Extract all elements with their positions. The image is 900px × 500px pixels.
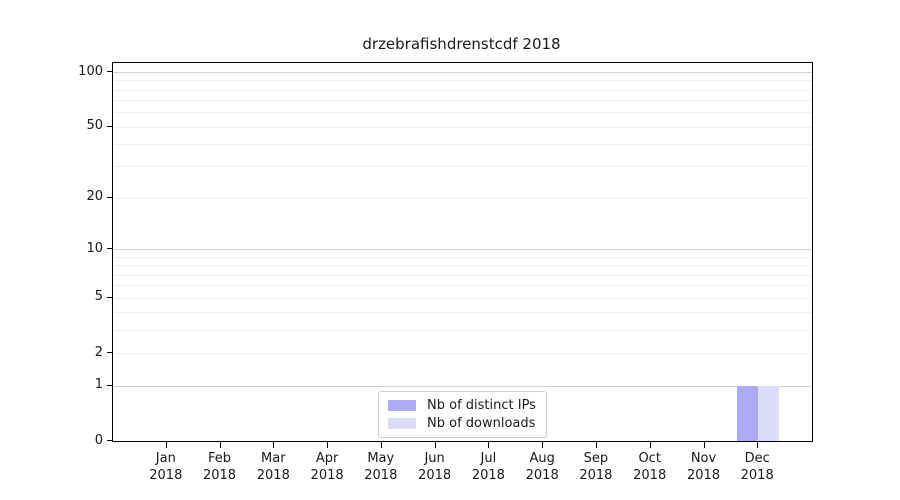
x-tick-mark-3 bbox=[327, 442, 329, 448]
x-tick-month: Mar bbox=[261, 451, 286, 466]
x-tick-label-9: Oct 2018 bbox=[618, 450, 682, 484]
y-tick-mark-10 bbox=[107, 248, 112, 250]
x-tick-month: Jan bbox=[155, 451, 176, 466]
x-tick-mark-5 bbox=[434, 442, 436, 448]
x-tick-mark-8 bbox=[595, 442, 597, 448]
x-tick-month: Feb bbox=[207, 451, 232, 466]
gridline-minor-4 bbox=[113, 312, 812, 314]
x-tick-mark-11 bbox=[757, 442, 759, 448]
gridline-minor-6 bbox=[113, 285, 812, 287]
x-tick-month: Sep bbox=[583, 451, 609, 466]
x-tick-year: 2018 bbox=[418, 468, 452, 483]
x-tick-mark-4 bbox=[380, 442, 382, 448]
x-tick-label-6: Jul 2018 bbox=[456, 450, 520, 484]
gridline-minor-9 bbox=[113, 256, 812, 258]
x-tick-label-5: Jun 2018 bbox=[403, 450, 467, 484]
x-tick-year: 2018 bbox=[579, 468, 613, 483]
x-tick-month: May bbox=[367, 451, 395, 466]
x-tick-year: 2018 bbox=[364, 468, 398, 483]
gridline-minor-40 bbox=[113, 144, 812, 146]
x-tick-month: Oct bbox=[638, 451, 661, 466]
gridline-major-10 bbox=[113, 249, 812, 251]
chart-title: drzebrafishdrenstcdf 2018 bbox=[362, 35, 561, 53]
x-tick-mark-7 bbox=[542, 442, 544, 448]
legend-item-distinct-ips: Nb of distinct IPs bbox=[388, 398, 536, 413]
x-tick-year: 2018 bbox=[149, 468, 183, 483]
x-tick-label-11: Dec 2018 bbox=[725, 450, 789, 484]
x-tick-year: 2018 bbox=[256, 468, 290, 483]
gridline-minor-50 bbox=[113, 126, 812, 128]
legend-label-downloads: Nb of downloads bbox=[427, 416, 536, 431]
gridline-minor-2 bbox=[113, 353, 812, 355]
x-tick-month: Aug bbox=[529, 451, 555, 466]
y-tick-mark-5 bbox=[107, 296, 112, 298]
x-tick-label-7: Aug 2018 bbox=[510, 450, 574, 484]
y-tick-label-2: 2 bbox=[94, 344, 103, 360]
legend-swatch-downloads bbox=[388, 418, 416, 429]
plot-area bbox=[112, 62, 813, 442]
gridline-minor-60 bbox=[113, 112, 812, 114]
bar-dec-2018-series-0 bbox=[737, 385, 759, 441]
x-tick-year: 2018 bbox=[471, 468, 505, 483]
x-tick-month: Apr bbox=[315, 451, 339, 466]
gridline-minor-8 bbox=[113, 265, 812, 267]
y-tick-mark-50 bbox=[107, 125, 112, 127]
y-tick-label-50: 50 bbox=[86, 118, 103, 134]
gridline-minor-5 bbox=[113, 297, 812, 299]
x-tick-mark-0 bbox=[165, 442, 167, 448]
y-tick-label-0: 0 bbox=[94, 432, 103, 448]
x-tick-year: 2018 bbox=[686, 468, 721, 483]
y-tick-mark-0 bbox=[107, 440, 112, 441]
x-tick-label-8: Sep 2018 bbox=[564, 450, 628, 484]
x-tick-mark-1 bbox=[219, 442, 221, 448]
y-tick-label-100: 100 bbox=[78, 63, 103, 79]
x-tick-mark-9 bbox=[649, 442, 651, 448]
gridline-major-1 bbox=[113, 385, 812, 387]
x-tick-month: Dec bbox=[744, 451, 770, 466]
gridline-minor-3 bbox=[113, 330, 812, 332]
x-tick-month: Nov bbox=[690, 451, 717, 466]
x-tick-mark-2 bbox=[273, 442, 275, 448]
x-tick-month: Jun bbox=[424, 451, 445, 466]
y-tick-label-20: 20 bbox=[86, 189, 103, 205]
gridline-minor-7 bbox=[113, 274, 812, 276]
gridline-minor-80 bbox=[113, 89, 812, 91]
legend-swatch-distinct-ips bbox=[388, 400, 416, 411]
x-tick-label-3: Apr 2018 bbox=[295, 450, 359, 484]
gridline-minor-90 bbox=[113, 80, 812, 82]
x-tick-label-10: Nov 2018 bbox=[672, 450, 736, 484]
x-tick-year: 2018 bbox=[740, 468, 774, 483]
x-tick-mark-10 bbox=[703, 442, 705, 448]
y-tick-label-1: 1 bbox=[94, 377, 103, 393]
y-tick-mark-2 bbox=[107, 352, 112, 354]
y-tick-mark-1 bbox=[107, 384, 112, 386]
legend-label-distinct-ips: Nb of distinct IPs bbox=[427, 398, 536, 413]
x-tick-year: 2018 bbox=[633, 468, 667, 483]
x-tick-label-0: Jan 2018 bbox=[134, 450, 198, 484]
x-tick-label-1: Feb 2018 bbox=[188, 450, 252, 484]
x-tick-month: Jul bbox=[480, 451, 497, 466]
x-tick-label-2: Mar 2018 bbox=[241, 450, 305, 484]
gridline-minor-30 bbox=[113, 166, 812, 168]
legend: Nb of distinct IPs Nb of downloads bbox=[378, 391, 547, 438]
y-tick-mark-20 bbox=[107, 196, 112, 198]
y-tick-label-5: 5 bbox=[94, 289, 103, 305]
gridline-major-100 bbox=[113, 72, 812, 73]
gridline-minor-70 bbox=[113, 100, 812, 102]
x-tick-year: 2018 bbox=[310, 468, 344, 483]
x-tick-year: 2018 bbox=[202, 468, 237, 483]
x-tick-year: 2018 bbox=[525, 468, 559, 483]
y-tick-mark-100 bbox=[107, 71, 112, 72]
x-tick-mark-6 bbox=[488, 442, 490, 448]
y-tick-label-10: 10 bbox=[86, 240, 103, 256]
bar-dec-2018-series-1 bbox=[758, 385, 780, 441]
x-tick-label-4: May 2018 bbox=[349, 450, 413, 484]
gridline-minor-20 bbox=[113, 197, 812, 199]
legend-item-downloads: Nb of downloads bbox=[388, 416, 536, 431]
